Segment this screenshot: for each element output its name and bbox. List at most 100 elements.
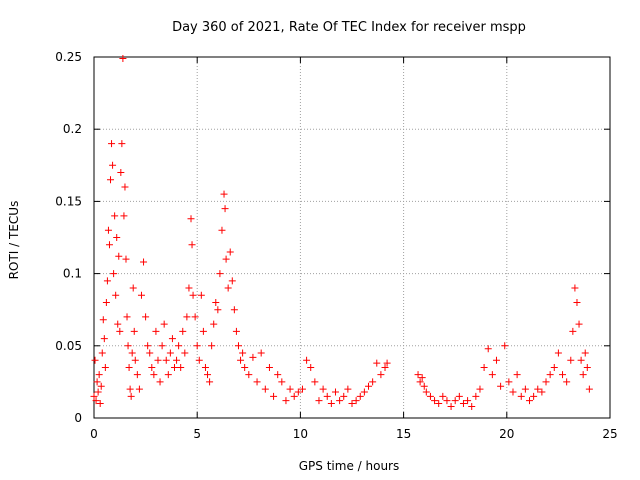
data-point <box>426 392 434 400</box>
x-tick-labels: 0 5 10 15 20 25 <box>90 427 617 441</box>
data-point <box>282 397 290 405</box>
data-point <box>185 284 193 292</box>
data-point <box>111 212 119 220</box>
data-point <box>164 371 172 379</box>
data-point <box>193 342 201 350</box>
data-point <box>204 371 212 379</box>
data-point <box>228 277 236 285</box>
data-point <box>129 284 137 292</box>
data-point <box>103 277 111 285</box>
data-point <box>114 320 122 328</box>
data-point <box>226 248 234 256</box>
data-point <box>420 382 428 390</box>
data-point <box>128 349 136 357</box>
data-point <box>583 363 591 371</box>
data-point <box>348 400 356 408</box>
data-point <box>181 349 189 357</box>
data-point <box>208 342 216 350</box>
data-point <box>188 241 196 249</box>
data-point <box>131 356 139 364</box>
data-point <box>112 291 120 299</box>
data-point <box>455 392 463 400</box>
data-point <box>173 356 181 364</box>
data-point <box>278 378 286 386</box>
data-point <box>468 402 476 410</box>
data-point <box>550 363 558 371</box>
data-point <box>130 327 138 335</box>
data-point <box>360 388 368 396</box>
data-point <box>431 397 439 405</box>
data-point <box>559 371 567 379</box>
data-point <box>443 397 451 405</box>
data-point <box>245 371 253 379</box>
data-point <box>416 378 424 386</box>
data-point <box>573 298 581 306</box>
data-point <box>476 385 484 393</box>
data-point <box>177 363 185 371</box>
data-point <box>148 363 156 371</box>
data-point <box>140 258 148 266</box>
data-point <box>530 392 538 400</box>
data-point <box>369 378 377 386</box>
data-point <box>290 392 298 400</box>
data-point <box>221 205 229 213</box>
data-point <box>265 363 273 371</box>
data-point <box>168 335 176 343</box>
data-point <box>137 291 145 299</box>
data-point <box>509 388 517 396</box>
data-point <box>99 316 107 324</box>
grid-lines <box>94 57 610 418</box>
data-point <box>331 388 339 396</box>
data-point <box>234 342 242 350</box>
data-point <box>538 388 546 396</box>
data-point <box>340 392 348 400</box>
data-point <box>249 353 257 361</box>
data-point <box>571 284 579 292</box>
data-point <box>156 378 164 386</box>
data-point <box>201 363 209 371</box>
data-point <box>183 313 191 321</box>
y-tick-label: 0 <box>74 411 82 425</box>
data-point <box>253 378 261 386</box>
data-point <box>480 363 488 371</box>
data-point <box>526 397 534 405</box>
data-point <box>222 255 230 263</box>
data-point <box>554 349 562 357</box>
data-point <box>373 359 381 367</box>
y-tick-label: 0.1 <box>63 267 82 281</box>
data-point <box>563 378 571 386</box>
data-point <box>107 176 115 184</box>
data-point <box>100 335 108 343</box>
data-point <box>484 345 492 353</box>
data-point <box>154 356 162 364</box>
data-point <box>214 306 222 314</box>
data-point <box>230 306 238 314</box>
data-point <box>323 392 331 400</box>
data-point <box>546 371 554 379</box>
chart-title: Day 360 of 2021, Rate Of TEC Index for r… <box>172 20 526 35</box>
data-point <box>307 363 315 371</box>
x-tick-label: 5 <box>193 427 201 441</box>
data-point <box>92 397 100 405</box>
data-point <box>315 397 323 405</box>
y-tick-labels: 0 0.05 0.1 0.15 0.2 0.25 <box>55 50 82 425</box>
data-point <box>119 54 127 62</box>
data-point <box>257 349 265 357</box>
data-point <box>170 363 178 371</box>
data-point <box>575 320 583 328</box>
axis-ticks <box>93 56 611 419</box>
data-point <box>352 397 360 405</box>
data-point <box>135 385 143 393</box>
x-tick-label: 25 <box>602 427 617 441</box>
data-point <box>261 385 269 393</box>
data-point <box>95 371 103 379</box>
data-point <box>97 382 105 390</box>
data-point <box>199 327 207 335</box>
data-point <box>220 190 228 198</box>
y-axis-label: ROTI / TECUs <box>7 201 21 280</box>
data-point <box>144 342 152 350</box>
data-point <box>117 169 125 177</box>
plot-border <box>93 56 611 419</box>
data-point <box>90 392 98 400</box>
data-point <box>381 363 389 371</box>
